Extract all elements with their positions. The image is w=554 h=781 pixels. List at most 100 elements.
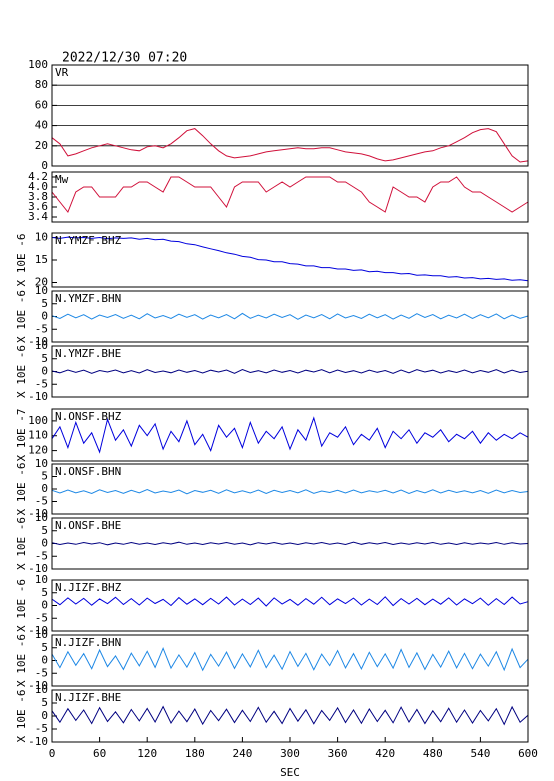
y-tick-label: 5 [41,297,48,310]
y-tick-label: 4.2 [28,170,48,183]
x-axis-label: SEC [280,766,300,779]
x-tick-label: 180 [185,747,205,760]
panel-label: N.YMZF.BHE [55,347,121,360]
y-tick-label: -5 [35,722,48,735]
x-tick-label: 60 [93,747,106,760]
y-tick-label: 5 [41,524,48,537]
y-tick-label: 0 [41,310,48,323]
y-tick-label: -10 [28,735,48,748]
y-tick-label: 0 [41,654,48,667]
x-tick-label: 240 [232,747,252,760]
y-tick-label: -5 [35,611,48,624]
panel-frame [51,517,529,570]
trace [51,312,529,320]
x-tick-label: 540 [470,747,490,760]
y-tick-label: 10 [35,511,48,524]
y-tick-label: 20 [35,139,48,152]
y-tick-label: -5 [35,377,48,390]
x-tick-label: 300 [280,747,300,760]
panel-frame [51,463,529,515]
y-tick-label: 10 [35,457,48,470]
y-tick-label: 0 [41,365,48,378]
y-axis-label: X 10E -6 [15,234,28,287]
y-tick-label: 3.4 [28,210,48,223]
y-tick-label: 5 [41,696,48,709]
y-tick-label: 3.6 [28,200,48,213]
y-tick-label: 5 [41,641,48,654]
panel-frame [51,232,529,288]
y-axis-label: X 10E -6 [15,345,28,398]
panel-label: N.YMZF.BHZ [55,234,122,247]
y-tick-label: -10 [28,562,48,575]
y-tick-label: 5 [41,352,48,365]
trace [51,416,529,454]
y-tick-label: -5 [35,666,48,679]
y-axis-label: X 10E -6 [15,579,28,632]
y-tick-label: 10 [35,628,48,641]
y-tick-label: -10 [28,335,48,348]
trace [51,596,529,607]
y-tick-label: -10 [28,507,48,520]
y-tick-label: 40 [35,119,48,132]
y-tick-label: 60 [35,98,48,111]
panel-label: N.YMZF.BHN [55,292,121,305]
y-tick-label: 5 [41,470,48,483]
x-tick-label: 480 [423,747,443,760]
y-tick-label: 10 [35,339,48,352]
panel-frame [51,345,529,398]
chart-title: 2022/12/30 07:20 [62,51,187,66]
panel-label: N.ONSF.BHE [55,519,121,532]
y-tick-label: -10 [28,390,48,403]
y-axis-label: X 10E -6 [15,690,28,743]
y-tick-label: 15 [35,253,48,266]
y-tick-label: 10 [35,573,48,586]
trace [51,488,529,495]
panel-frame [51,634,529,687]
y-tick-label: 100 [28,58,48,71]
trace [51,368,529,374]
trace [51,705,529,726]
y-tick-label: 10 [35,284,48,297]
panel-label: N.ONSF.BHN [55,465,121,478]
trace [51,236,529,282]
trace [51,128,529,163]
y-tick-label: -5 [35,549,48,562]
y-axis-label: X 10E -7 [15,409,28,462]
y-tick-label: 0 [41,159,48,172]
y-tick-label: 10 [35,683,48,696]
y-tick-label: 110 [28,429,48,442]
panel-frame [51,689,529,743]
panel-frame [51,171,529,223]
y-tick-label: 4.0 [28,180,48,193]
y-tick-label: 10 [35,231,48,244]
y-tick-label: 100 [28,414,48,427]
x-tick-label: 0 [49,747,56,760]
y-tick-label: 0 [41,599,48,612]
y-tick-label: 20 [35,276,48,289]
panel-frame [51,64,529,167]
panel-label: VR [55,66,69,79]
panel-label: Mw [55,173,69,186]
panel-frame [51,290,529,343]
y-tick-label: 5 [41,586,48,599]
panel-label: N.ONSF.BHZ [55,410,122,423]
trace [51,176,529,213]
panel-frame [51,408,529,462]
panel-label: N.JIZF.BHZ [55,581,122,594]
x-tick-label: 420 [375,747,395,760]
y-tick-label: -5 [35,322,48,335]
trace [51,541,529,546]
y-tick-label: -10 [28,679,48,692]
y-tick-label: 0 [41,537,48,550]
y-tick-label: 3.8 [28,190,48,203]
y-tick-label: 0 [41,709,48,722]
x-tick-label: 120 [137,747,157,760]
y-axis-label: X 10E -6 [15,463,28,516]
y-tick-label: 80 [35,78,48,91]
y-axis-label: X 10E -6 [15,517,28,570]
y-tick-label: -10 [28,624,48,637]
panel-label: N.JIZF.BHN [55,636,121,649]
y-axis-label: X 10E -6 [15,290,28,343]
x-tick-label: 600 [518,747,538,760]
